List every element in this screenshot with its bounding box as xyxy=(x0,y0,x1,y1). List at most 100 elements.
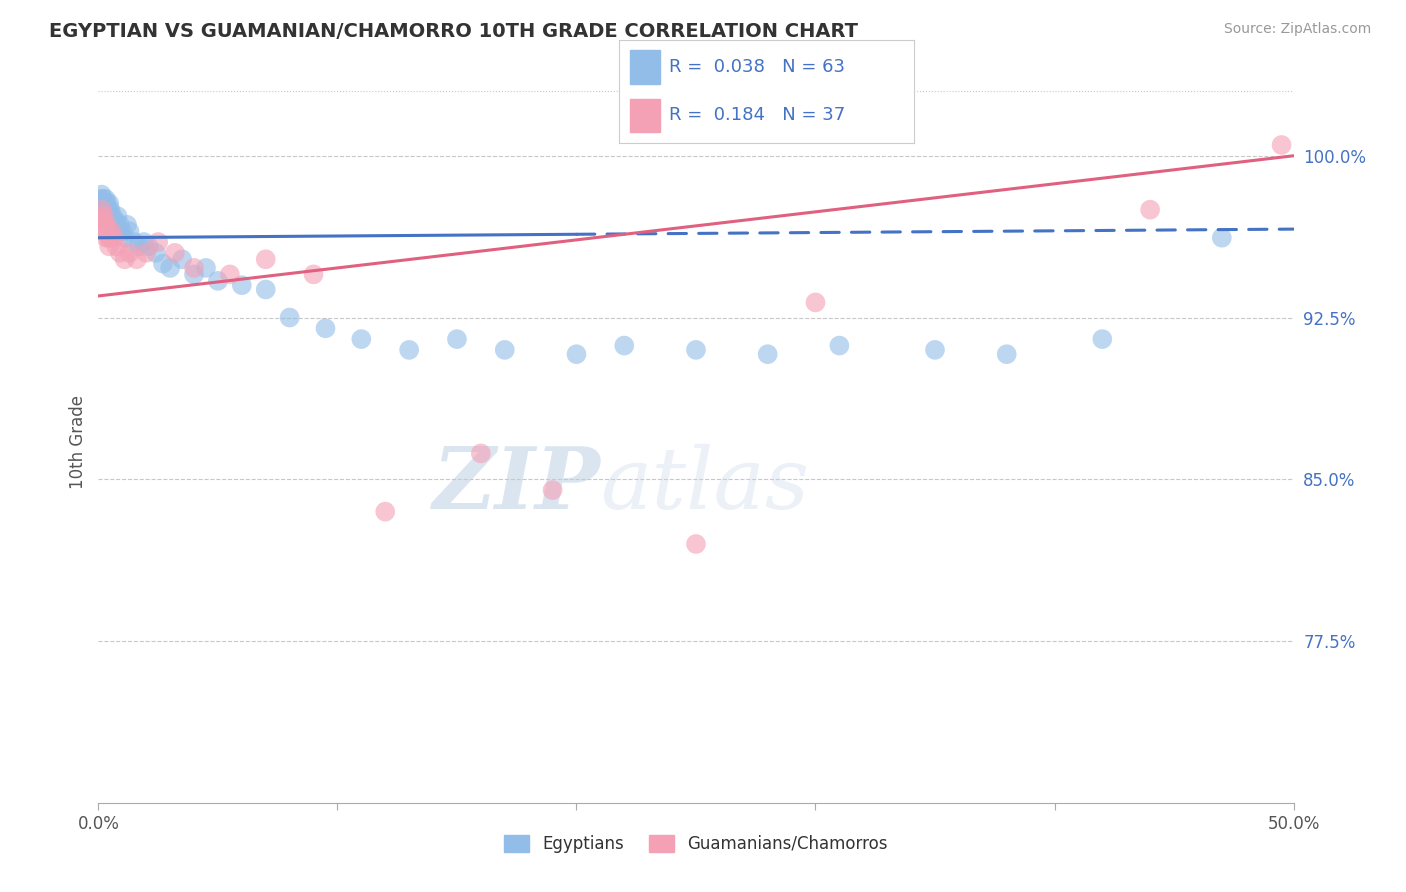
Point xyxy=(101,209,124,223)
Point xyxy=(108,218,131,232)
Text: ZIP: ZIP xyxy=(433,443,600,526)
Point xyxy=(89,202,111,217)
Point xyxy=(90,187,112,202)
Text: R =  0.038   N = 63: R = 0.038 N = 63 xyxy=(669,58,845,77)
Point xyxy=(107,209,129,223)
Point xyxy=(128,239,150,253)
Point xyxy=(97,202,120,217)
Point xyxy=(115,218,138,232)
Point xyxy=(254,252,277,267)
Bar xyxy=(630,50,659,84)
Point xyxy=(107,224,129,238)
Point xyxy=(685,343,707,357)
Point xyxy=(93,196,115,211)
Point xyxy=(89,218,111,232)
Point xyxy=(613,338,636,352)
Point xyxy=(231,278,253,293)
Point xyxy=(685,537,707,551)
Point xyxy=(90,218,112,232)
Point xyxy=(97,231,120,245)
Point xyxy=(152,257,174,271)
Point xyxy=(91,209,114,223)
Point xyxy=(828,338,851,352)
Point xyxy=(98,202,122,217)
Point xyxy=(148,235,170,249)
Point xyxy=(163,245,186,260)
Point xyxy=(100,224,122,238)
Point xyxy=(103,224,125,238)
Point xyxy=(94,231,117,245)
Point xyxy=(94,192,117,206)
Point xyxy=(924,343,946,357)
Point xyxy=(94,202,117,217)
Point xyxy=(96,196,118,211)
Point xyxy=(995,347,1018,361)
Point xyxy=(103,231,125,245)
Point xyxy=(172,252,194,267)
Point xyxy=(100,213,122,227)
Point xyxy=(96,209,118,223)
Point xyxy=(90,202,112,217)
Point xyxy=(98,196,121,211)
Point xyxy=(111,224,134,238)
Point xyxy=(1271,138,1294,153)
Point xyxy=(114,231,136,245)
Point xyxy=(132,235,155,249)
Point xyxy=(105,218,128,232)
Point xyxy=(89,192,111,206)
Point xyxy=(108,245,131,260)
Bar xyxy=(630,99,659,132)
Point xyxy=(118,245,141,260)
Point xyxy=(96,224,118,238)
Point xyxy=(101,218,124,232)
Point xyxy=(1139,202,1161,217)
Point xyxy=(302,268,325,282)
Point xyxy=(104,213,127,227)
Point xyxy=(93,202,115,217)
Point xyxy=(195,260,218,275)
Point xyxy=(89,213,111,227)
Point xyxy=(135,245,157,260)
Point xyxy=(183,260,205,275)
Point xyxy=(98,231,122,245)
Point xyxy=(91,224,114,238)
Point xyxy=(91,202,114,217)
Point xyxy=(374,505,396,519)
Point xyxy=(91,213,114,227)
Point xyxy=(756,347,779,361)
Point xyxy=(97,213,120,227)
Point xyxy=(124,235,146,249)
Point xyxy=(105,239,128,253)
Point xyxy=(90,196,112,211)
Point xyxy=(494,343,516,357)
Point xyxy=(315,321,337,335)
Point xyxy=(98,209,121,223)
Point xyxy=(118,224,141,238)
Text: Source: ZipAtlas.com: Source: ZipAtlas.com xyxy=(1223,22,1371,37)
Point xyxy=(219,268,242,282)
Point xyxy=(1211,231,1233,245)
Point xyxy=(91,196,114,211)
Point xyxy=(398,343,420,357)
Point xyxy=(93,209,115,223)
Point xyxy=(565,347,588,361)
Point xyxy=(470,446,492,460)
Text: atlas: atlas xyxy=(600,443,810,526)
Point xyxy=(90,209,112,223)
Point xyxy=(207,274,229,288)
Point xyxy=(350,332,373,346)
Legend: Egyptians, Guamanians/Chamorros: Egyptians, Guamanians/Chamorros xyxy=(498,828,894,860)
Point xyxy=(138,239,160,253)
Point xyxy=(91,202,114,217)
Point xyxy=(254,283,277,297)
Point xyxy=(98,239,121,253)
Point xyxy=(125,252,148,267)
Point xyxy=(183,268,205,282)
Point xyxy=(91,192,114,206)
Point xyxy=(446,332,468,346)
Point xyxy=(93,218,115,232)
Point xyxy=(278,310,301,325)
Point xyxy=(89,209,111,223)
Point xyxy=(541,483,564,497)
Text: EGYPTIAN VS GUAMANIAN/CHAMORRO 10TH GRADE CORRELATION CHART: EGYPTIAN VS GUAMANIAN/CHAMORRO 10TH GRAD… xyxy=(49,22,858,41)
